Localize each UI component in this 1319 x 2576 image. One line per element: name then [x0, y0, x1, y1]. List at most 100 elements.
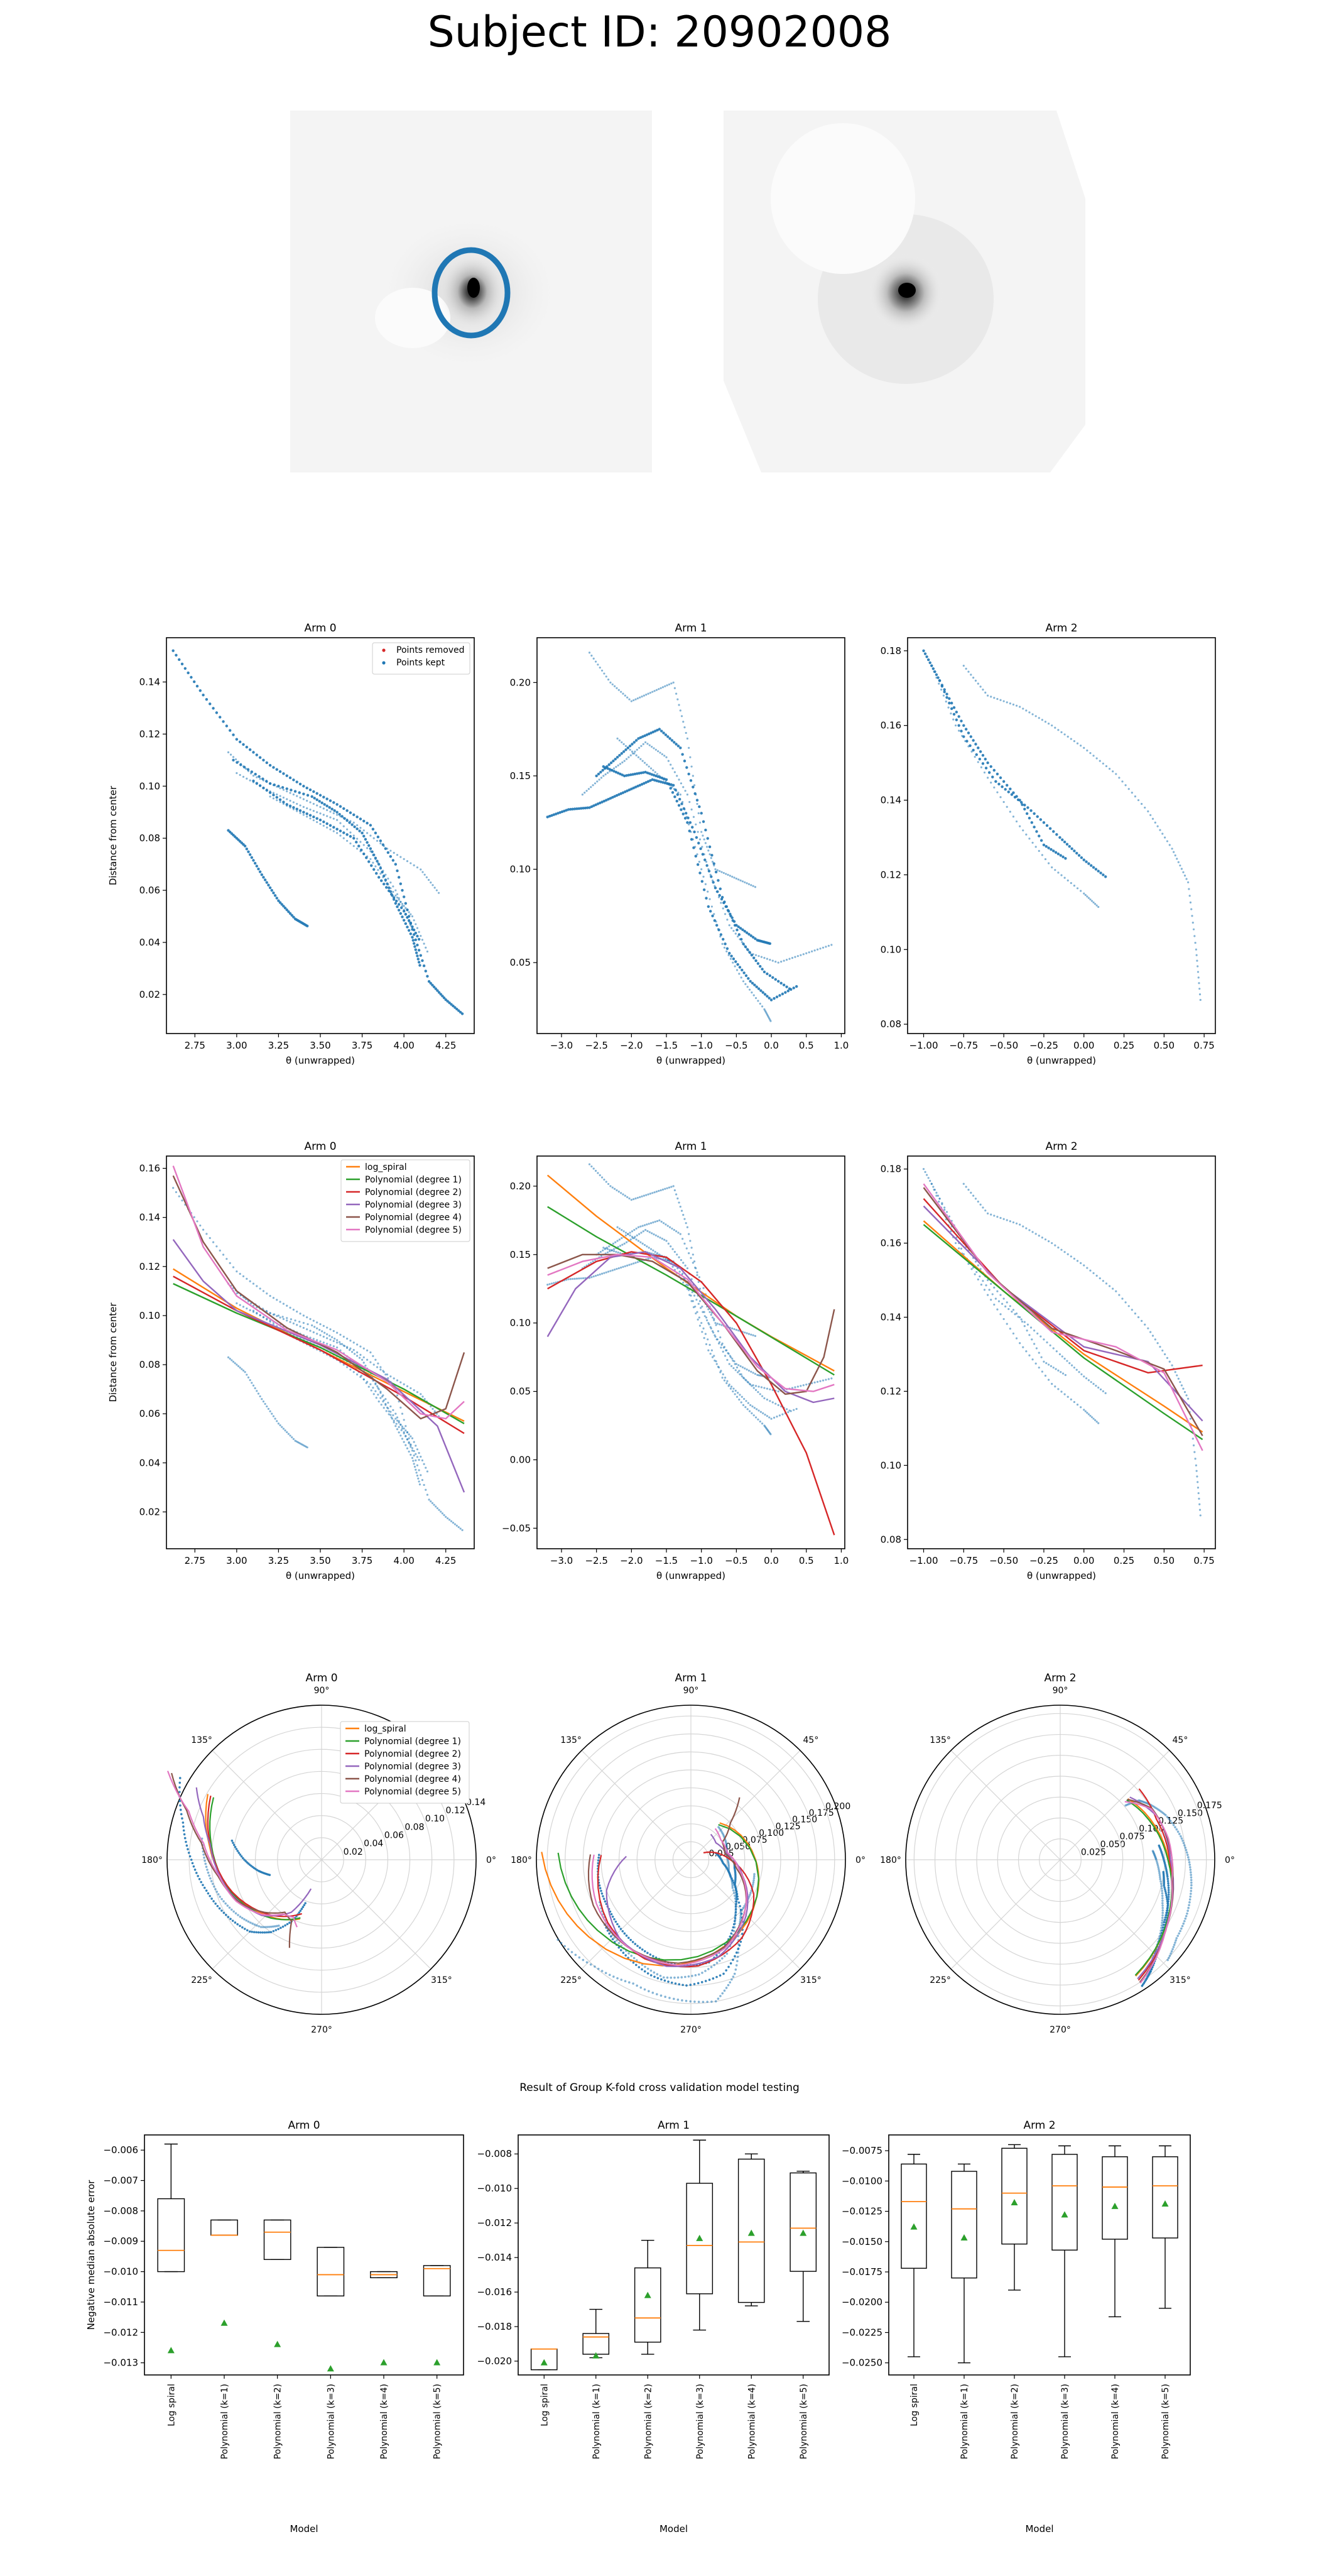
data-point	[616, 687, 618, 689]
data-point	[747, 977, 750, 980]
data-point	[389, 1375, 392, 1378]
data-point	[720, 1859, 723, 1862]
data-series	[962, 1182, 1202, 1517]
data-point	[757, 1385, 760, 1388]
data-point	[816, 1380, 819, 1383]
data-point	[1083, 1409, 1085, 1411]
data-point	[734, 1894, 736, 1897]
data-point	[987, 771, 991, 774]
data-point	[242, 843, 245, 846]
data-point	[725, 873, 727, 875]
data-point	[316, 1348, 318, 1351]
data-point	[774, 960, 777, 963]
data-point	[249, 1280, 251, 1282]
data-point	[715, 1324, 717, 1326]
chart-0: Arm 02.75 3.00 3.25 3.50 3.75 4.00 4.250.020.0…	[107, 622, 475, 1066]
data-point	[703, 1337, 705, 1340]
data-point	[965, 1245, 967, 1248]
data-point	[827, 1378, 830, 1380]
data-point	[1166, 1816, 1169, 1818]
data-point	[180, 662, 184, 666]
data-point	[201, 1840, 204, 1843]
data-point	[728, 952, 731, 955]
data-point	[686, 1964, 689, 1967]
data-point	[663, 1979, 666, 1982]
data-point	[597, 1875, 600, 1879]
data-point	[336, 832, 339, 834]
data-point	[1090, 900, 1094, 902]
data-point	[1136, 1799, 1139, 1803]
data-point	[960, 1237, 963, 1240]
data-series	[602, 765, 798, 1001]
data-point	[1158, 1844, 1161, 1847]
angle-tick-label: 135°	[191, 1735, 212, 1745]
y-tick-label: −0.009	[103, 2235, 138, 2247]
data-point	[1041, 854, 1043, 856]
data-point	[1006, 805, 1008, 808]
data-point	[1141, 1984, 1144, 1987]
data-point	[406, 860, 409, 863]
data-point	[793, 1409, 795, 1411]
data-point	[671, 791, 675, 794]
data-point	[689, 756, 692, 758]
data-point	[256, 1313, 258, 1315]
data-point	[1083, 892, 1085, 895]
data-point	[605, 1926, 607, 1929]
data-point	[259, 1287, 261, 1290]
data-point	[288, 804, 292, 807]
data-point	[325, 822, 328, 826]
data-point	[607, 763, 611, 767]
data-point	[609, 1931, 612, 1933]
data-point	[688, 1272, 691, 1275]
data-point	[926, 658, 930, 662]
data-point	[628, 1197, 631, 1200]
data-point	[559, 1280, 562, 1283]
data-point	[962, 735, 965, 738]
data-point	[256, 1869, 259, 1872]
data-point	[381, 843, 385, 846]
data-point	[967, 670, 970, 673]
data-point	[717, 1826, 720, 1828]
data-point	[1099, 760, 1101, 762]
data-point	[1159, 1849, 1162, 1852]
data-point	[744, 1367, 746, 1370]
data-point	[325, 804, 328, 807]
data-point	[646, 1251, 649, 1253]
mean-marker	[1161, 2200, 1169, 2207]
data-point	[599, 1174, 601, 1177]
polar-chart-0: Arm 00.020.040.060.080.100.120.140°45°90…	[141, 1672, 496, 2035]
data-point	[774, 1402, 777, 1405]
data-point	[344, 1345, 346, 1347]
data-point	[421, 1459, 424, 1461]
data-point	[409, 932, 413, 936]
data-point	[1160, 1850, 1163, 1853]
data-point	[264, 1402, 266, 1405]
data-point	[322, 807, 325, 810]
chart-title: Arm 2	[1045, 1140, 1077, 1153]
data-point	[677, 1231, 680, 1234]
data-point	[982, 1280, 984, 1282]
data-point	[292, 801, 295, 804]
data-point	[292, 915, 295, 919]
data-point	[249, 1921, 252, 1924]
data-point	[621, 1228, 623, 1231]
data-point	[1137, 1316, 1140, 1319]
data-point	[625, 758, 628, 760]
data-point	[680, 802, 683, 805]
data-point	[269, 1319, 271, 1322]
data-point	[362, 1370, 365, 1372]
data-point	[286, 798, 288, 800]
x-tick-label: 2.75	[185, 1040, 205, 1051]
data-point	[929, 1179, 931, 1182]
data-point	[241, 1916, 244, 1919]
data-point	[336, 1355, 339, 1357]
data-point	[751, 1405, 754, 1408]
data-point	[374, 1383, 377, 1385]
data-point	[306, 1316, 308, 1319]
data-point	[204, 1862, 207, 1865]
data-point	[734, 1363, 736, 1365]
data-point	[645, 1194, 648, 1196]
data-point	[322, 795, 325, 799]
data-point	[689, 1287, 692, 1290]
data-point	[781, 992, 784, 996]
